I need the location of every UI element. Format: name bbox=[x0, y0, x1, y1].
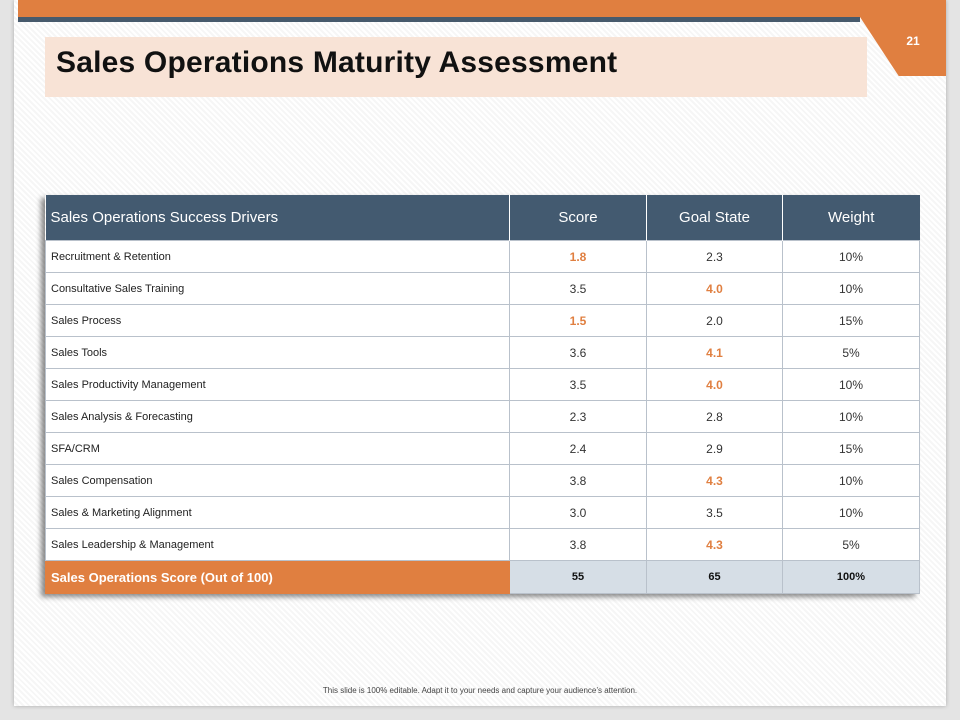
score-cell: 3.6 bbox=[509, 336, 647, 369]
driver-cell: Sales Process bbox=[45, 304, 510, 337]
score-cell: 2.4 bbox=[509, 432, 647, 465]
total-row: Sales Operations Score (Out of 100) 55 6… bbox=[45, 560, 920, 594]
weight-cell: 10% bbox=[782, 464, 920, 497]
driver-cell: SFA/CRM bbox=[45, 432, 510, 465]
column-header-drivers: Sales Operations Success Drivers bbox=[45, 195, 510, 241]
goal-cell: 2.0 bbox=[646, 304, 783, 337]
table-row: Sales Analysis & Forecasting 2.3 2.8 10% bbox=[45, 400, 920, 433]
goal-cell: 2.8 bbox=[646, 400, 783, 433]
total-score: 55 bbox=[509, 560, 647, 594]
page-title: Sales Operations Maturity Assessment bbox=[56, 46, 618, 79]
weight-cell: 5% bbox=[782, 336, 920, 369]
table-row: Consultative Sales Training 3.5 4.0 10% bbox=[45, 272, 920, 305]
weight-cell: 5% bbox=[782, 528, 920, 561]
column-header-goal-state: Goal State bbox=[646, 195, 783, 241]
goal-cell: 4.3 bbox=[646, 528, 783, 561]
driver-cell: Sales & Marketing Alignment bbox=[45, 496, 510, 529]
driver-cell: Sales Tools bbox=[45, 336, 510, 369]
score-cell: 3.8 bbox=[509, 528, 647, 561]
table-row: Sales Tools 3.6 4.1 5% bbox=[45, 336, 920, 369]
score-cell: 3.5 bbox=[509, 368, 647, 401]
driver-cell: Sales Productivity Management bbox=[45, 368, 510, 401]
driver-cell: Consultative Sales Training bbox=[45, 272, 510, 305]
goal-cell: 4.0 bbox=[646, 368, 783, 401]
weight-cell: 10% bbox=[782, 400, 920, 433]
goal-cell: 4.1 bbox=[646, 336, 783, 369]
total-goal: 65 bbox=[646, 560, 783, 594]
column-header-weight: Weight bbox=[782, 195, 920, 241]
weight-cell: 15% bbox=[782, 432, 920, 465]
table-header-row: Sales Operations Success Drivers Score G… bbox=[45, 195, 920, 241]
score-cell: 1.5 bbox=[509, 304, 647, 337]
top-accent-bar bbox=[18, 0, 946, 17]
weight-cell: 15% bbox=[782, 304, 920, 337]
score-cell: 3.5 bbox=[509, 272, 647, 305]
footer-note: This slide is 100% editable. Adapt it to… bbox=[322, 686, 638, 695]
table-row: Sales Compensation 3.8 4.3 10% bbox=[45, 464, 920, 497]
driver-cell: Sales Leadership & Management bbox=[45, 528, 510, 561]
table-row: Sales Productivity Management 3.5 4.0 10… bbox=[45, 368, 920, 401]
assessment-table-container: Sales Operations Success Drivers Score G… bbox=[45, 195, 920, 594]
driver-cell: Sales Compensation bbox=[45, 464, 510, 497]
score-cell: 3.0 bbox=[509, 496, 647, 529]
goal-cell: 3.5 bbox=[646, 496, 783, 529]
column-header-score: Score bbox=[509, 195, 647, 241]
table-row: SFA/CRM 2.4 2.9 15% bbox=[45, 432, 920, 465]
total-label: Sales Operations Score (Out of 100) bbox=[45, 560, 510, 594]
title-banner bbox=[45, 37, 867, 97]
goal-cell: 4.3 bbox=[646, 464, 783, 497]
goal-cell: 4.0 bbox=[646, 272, 783, 305]
table-row: Sales Leadership & Management 3.8 4.3 5% bbox=[45, 528, 920, 561]
page-number: 21 bbox=[906, 34, 920, 48]
assessment-table: Sales Operations Success Drivers Score G… bbox=[45, 195, 920, 594]
weight-cell: 10% bbox=[782, 496, 920, 529]
table-row: Recruitment & Retention 1.8 2.3 10% bbox=[45, 240, 920, 273]
weight-cell: 10% bbox=[782, 240, 920, 273]
weight-cell: 10% bbox=[782, 272, 920, 305]
table-row: Sales & Marketing Alignment 3.0 3.5 10% bbox=[45, 496, 920, 529]
score-cell: 2.3 bbox=[509, 400, 647, 433]
top-divider-line bbox=[18, 17, 860, 22]
total-weight: 100% bbox=[782, 560, 920, 594]
score-cell: 1.8 bbox=[509, 240, 647, 273]
goal-cell: 2.9 bbox=[646, 432, 783, 465]
goal-cell: 2.3 bbox=[646, 240, 783, 273]
weight-cell: 10% bbox=[782, 368, 920, 401]
table-row: Sales Process 1.5 2.0 15% bbox=[45, 304, 920, 337]
score-cell: 3.8 bbox=[509, 464, 647, 497]
driver-cell: Recruitment & Retention bbox=[45, 240, 510, 273]
driver-cell: Sales Analysis & Forecasting bbox=[45, 400, 510, 433]
